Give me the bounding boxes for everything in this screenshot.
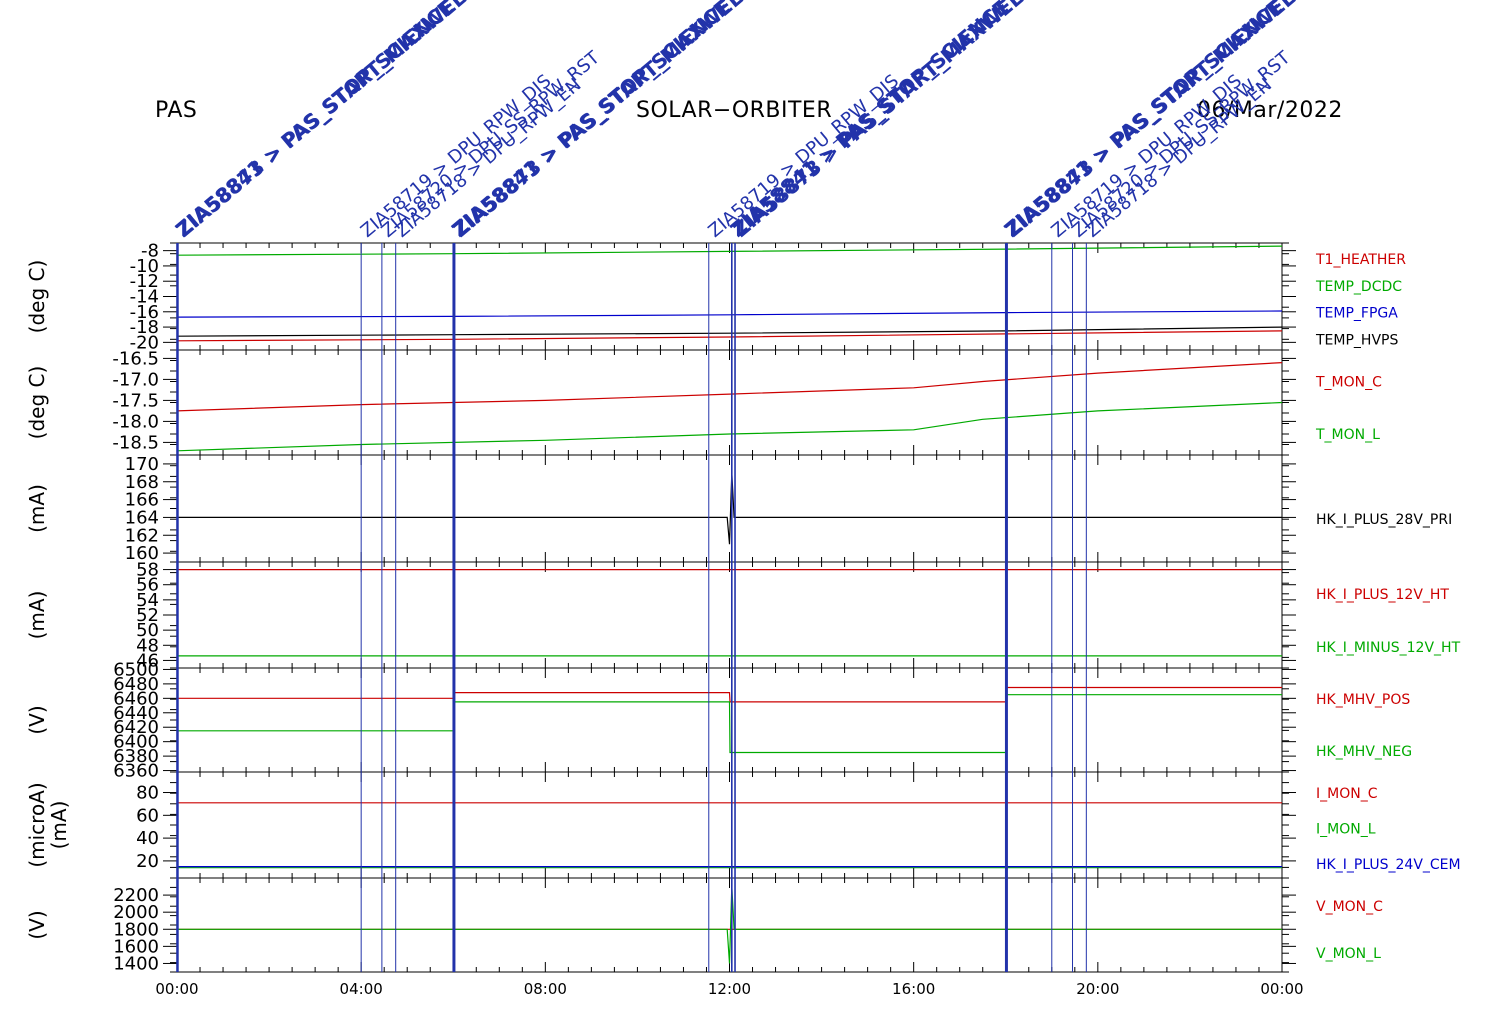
y-tick-label: 58 — [136, 560, 159, 581]
panel-frame — [176, 561, 1283, 669]
header-left-title: PAS — [155, 98, 198, 123]
y-tick-label: 1600 — [113, 936, 159, 957]
legend-label: HK_I_PLUS_24V_CEM — [1316, 857, 1461, 873]
panel-frame — [176, 242, 1283, 351]
y-axis-label: (V) — [25, 910, 49, 939]
y-tick-label: 54 — [136, 590, 159, 611]
y-tick-label: -17.5 — [112, 390, 159, 411]
legend-label: HK_I_PLUS_12V_HT — [1316, 587, 1449, 603]
y-axis-label: (mA) — [25, 484, 49, 533]
y-tick-label: 50 — [136, 620, 159, 641]
series-line — [177, 472, 1282, 545]
panel-frame — [176, 771, 1283, 879]
series-line — [177, 886, 1282, 964]
y-tick-label: -8 — [141, 241, 159, 262]
y-axis-label: (mA) — [25, 591, 49, 640]
series-line — [176, 362, 1283, 412]
y-tick-label: 6440 — [113, 703, 159, 724]
y-tick-label: 52 — [136, 605, 159, 626]
legend-label: T1_HEATHER — [1315, 252, 1406, 268]
x-tick-label: 04:00 — [340, 980, 383, 998]
y-tick-label: 1800 — [113, 919, 159, 940]
legend-label: V_MON_L — [1316, 946, 1381, 962]
legend-label: T_MON_C — [1315, 375, 1382, 391]
y-tick-label: 46 — [136, 650, 159, 671]
x-tick-label: 12:00 — [708, 980, 751, 998]
y-tick-label: 168 — [125, 472, 159, 493]
y-tick-label: -18.0 — [112, 411, 159, 432]
legend-label: HK_MHV_POS — [1316, 692, 1410, 708]
y-tick-label: 170 — [125, 454, 159, 475]
y-tick-label: -14 — [130, 287, 159, 308]
y-tick-label: 6400 — [113, 732, 159, 753]
y-tick-label: 6480 — [113, 674, 159, 695]
legend-label: TEMP_HVPS — [1315, 332, 1398, 348]
y-tick-label: 1400 — [113, 953, 159, 974]
series-line — [176, 326, 1283, 337]
y-tick-label: -16 — [130, 302, 159, 323]
series-line — [177, 694, 1282, 754]
y-tick-label: 164 — [125, 507, 159, 528]
legend-label: TEMP_DCDC — [1315, 279, 1402, 295]
y-tick-label: 6380 — [113, 746, 159, 767]
y-tick-label: 162 — [125, 525, 159, 546]
y-axis-label: (V) — [25, 705, 49, 734]
y-tick-label: 60 — [136, 805, 159, 826]
y-tick-label: 6460 — [113, 688, 159, 709]
y-tick-label: -18.5 — [112, 432, 159, 453]
legend-label: HK_MHV_NEG — [1316, 744, 1412, 760]
y-tick-label: 80 — [136, 783, 159, 804]
y-tick-label: 6420 — [113, 717, 159, 738]
series-line — [176, 310, 1283, 318]
header-center-title: SOLAR−ORBITER — [636, 98, 833, 123]
series-line — [176, 401, 1283, 452]
legend-label: T_MON_L — [1315, 427, 1380, 443]
y-tick-label: -18 — [130, 317, 159, 338]
y-tick-label: 160 — [125, 543, 159, 564]
legend-label: HK_I_PLUS_28V_PRI — [1316, 512, 1452, 528]
y-tick-label: 2000 — [113, 902, 159, 923]
y-axis-label: (deg C) — [25, 260, 49, 334]
legend-label: V_MON_C — [1316, 899, 1383, 915]
y-axis-label: (microA) — [25, 782, 49, 867]
legend-label: TEMP_FPGA — [1315, 306, 1398, 322]
event-label: ZIA58873 > PAS_START_MAXWELL — [1001, 0, 1310, 242]
legend-label: HK_I_MINUS_12V_HT — [1316, 640, 1461, 656]
y-tick-label: 20 — [136, 851, 159, 872]
event-label: ZIA58719 > DPU_RPW_DIS — [1048, 71, 1246, 242]
x-tick-label: 16:00 — [892, 980, 935, 998]
panel-frame — [176, 454, 1283, 563]
y-tick-label: -20 — [130, 332, 159, 353]
x-tick-label: 00:00 — [1260, 980, 1303, 998]
x-tick-label: 08:00 — [524, 980, 567, 998]
header-date: 06/Mar/2022 — [1197, 98, 1343, 123]
y-tick-label: -10 — [130, 256, 159, 277]
y-tick-label: 6360 — [113, 761, 159, 782]
legend-label: I_MON_L — [1316, 822, 1376, 838]
y-tick-label: -16.5 — [112, 348, 159, 369]
y-tick-label: 166 — [125, 490, 159, 511]
y-tick-label: 2200 — [113, 885, 159, 906]
event-label: ZIA58873 > PAS_START_MAXWELL — [729, 0, 1038, 242]
y-axis-label: (deg C) — [25, 366, 49, 440]
y-axis-label-secondary: (mA) — [47, 801, 71, 850]
y-tick-label: -17.0 — [112, 369, 159, 390]
y-tick-label: 40 — [136, 828, 159, 849]
y-tick-label: 56 — [136, 575, 159, 596]
y-tick-label: 48 — [136, 635, 159, 656]
legend-label: I_MON_C — [1316, 786, 1378, 802]
x-tick-label: 00:00 — [155, 980, 198, 998]
y-tick-label: -12 — [130, 271, 159, 292]
panel-frame — [176, 349, 1283, 456]
y-tick-label: 6500 — [113, 659, 159, 680]
x-tick-label: 20:00 — [1076, 980, 1119, 998]
